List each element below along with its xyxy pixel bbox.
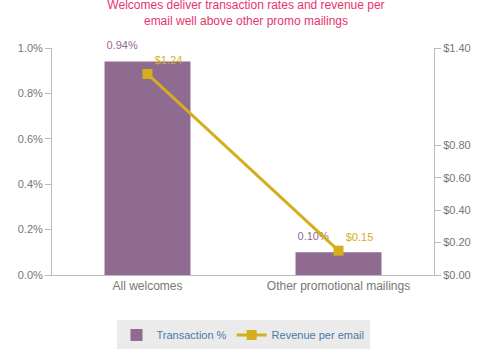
svg-text:$0.00: $0.00: [443, 269, 471, 281]
svg-text:0.94%: 0.94%: [107, 39, 138, 51]
svg-text:0.0%: 0.0%: [18, 269, 43, 281]
svg-text:0.4%: 0.4%: [18, 178, 43, 190]
svg-text:$0.80: $0.80: [443, 139, 471, 151]
svg-text:Revenue per email: Revenue per email: [272, 329, 364, 341]
svg-text:$0.20: $0.20: [443, 236, 471, 248]
svg-text:0.8%: 0.8%: [18, 87, 43, 99]
svg-text:1.0%: 1.0%: [18, 42, 43, 54]
svg-text:$0.40: $0.40: [443, 204, 471, 216]
svg-text:Other promotional mailings: Other promotional mailings: [267, 279, 410, 293]
svg-text:$0.60: $0.60: [443, 172, 471, 184]
svg-text:0.10%: 0.10%: [298, 230, 329, 242]
svg-text:Welcomes deliver transaction r: Welcomes deliver transaction rates and r…: [107, 0, 384, 28]
svg-text:$1.24: $1.24: [155, 54, 183, 66]
svg-text:0.2%: 0.2%: [18, 223, 43, 235]
svg-text:$0.15: $0.15: [346, 231, 374, 243]
svg-text:0.6%: 0.6%: [18, 133, 43, 145]
svg-text:Transaction %: Transaction %: [157, 329, 227, 341]
svg-text:$1.40: $1.40: [443, 42, 471, 54]
svg-text:All welcomes: All welcomes: [112, 279, 182, 293]
